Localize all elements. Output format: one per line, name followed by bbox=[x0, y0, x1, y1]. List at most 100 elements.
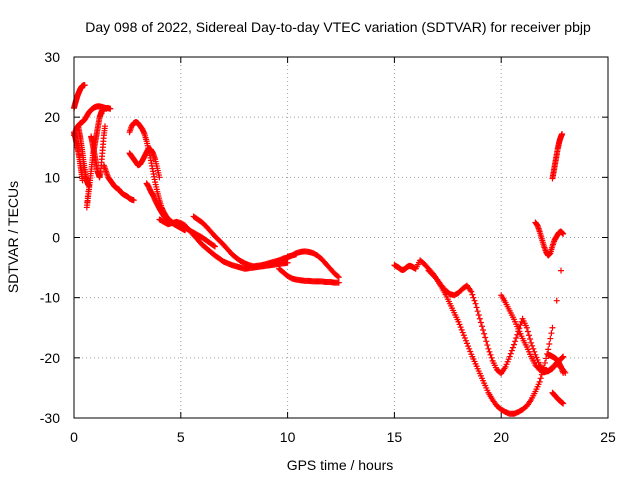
data-point bbox=[536, 378, 543, 385]
data-point-interp bbox=[527, 336, 534, 343]
data-point-interp bbox=[210, 242, 217, 249]
data-point bbox=[528, 339, 535, 346]
data-point bbox=[481, 330, 488, 337]
data-point-interp bbox=[525, 332, 532, 339]
data-point bbox=[560, 369, 567, 376]
data-point bbox=[472, 300, 479, 307]
data-point bbox=[485, 345, 492, 352]
data-point bbox=[549, 324, 556, 331]
x-tick-labels: 0 5 10 15 20 25 bbox=[70, 429, 616, 445]
data-point-interp bbox=[524, 328, 531, 335]
data-point-interp bbox=[466, 345, 473, 352]
data-point bbox=[455, 318, 462, 325]
data-point-interp bbox=[474, 308, 481, 315]
data-point-interp bbox=[541, 359, 548, 366]
data-point-interp bbox=[482, 334, 489, 341]
y-tick-label: -30 bbox=[40, 410, 60, 426]
data-point bbox=[476, 315, 483, 322]
data-point-interp bbox=[469, 291, 476, 298]
data-point-interp bbox=[470, 294, 477, 301]
data-point-interp bbox=[334, 273, 341, 280]
chart-title: Day 098 of 2022, Sidereal Day-to-day VTE… bbox=[85, 19, 591, 35]
data-point-interp bbox=[514, 331, 521, 338]
data-point-interp bbox=[465, 343, 472, 350]
data-point-interp bbox=[509, 344, 516, 351]
data-point bbox=[559, 131, 566, 138]
data-point-interp bbox=[457, 324, 464, 331]
data-point bbox=[553, 297, 560, 304]
data-point bbox=[464, 340, 471, 347]
data-point bbox=[511, 341, 518, 348]
data-point bbox=[79, 177, 86, 184]
data-point-interp bbox=[512, 338, 519, 345]
grid bbox=[74, 57, 608, 418]
y-tick-label: 30 bbox=[44, 49, 60, 65]
y-tick-label: -20 bbox=[40, 350, 60, 366]
data-point-interp bbox=[462, 337, 469, 344]
data-point-interp bbox=[507, 350, 514, 357]
y-axis-label: SDTVAR / TECUs bbox=[5, 181, 21, 293]
data-point-interp bbox=[486, 348, 493, 355]
y-tick-labels: -30 -20 -10 0 10 20 30 bbox=[40, 49, 60, 426]
y-tick-label: 10 bbox=[44, 169, 60, 185]
y-tick-label: 0 bbox=[52, 230, 60, 246]
data-point-interp bbox=[475, 311, 482, 318]
x-tick-label: 25 bbox=[600, 429, 616, 445]
data-point-interp bbox=[487, 351, 494, 358]
data-point bbox=[335, 274, 342, 281]
data-point-interp bbox=[433, 275, 440, 282]
data-point bbox=[558, 267, 565, 274]
data-point-interp bbox=[547, 335, 554, 342]
data-point-interp bbox=[513, 334, 520, 341]
y-tick-label: 20 bbox=[44, 109, 60, 125]
data-point-interp bbox=[458, 326, 465, 333]
data-point-interp bbox=[460, 332, 467, 339]
data-point bbox=[545, 346, 552, 353]
data-point-interp bbox=[483, 338, 490, 345]
data-point bbox=[506, 353, 513, 360]
x-tick-label: 15 bbox=[387, 429, 403, 445]
data-point bbox=[335, 279, 342, 286]
data-point bbox=[459, 329, 466, 336]
data-point-interp bbox=[543, 355, 550, 362]
data-point-interp bbox=[471, 297, 478, 304]
data-point-interp bbox=[546, 340, 553, 347]
data-point bbox=[81, 82, 88, 89]
x-tick-label: 10 bbox=[280, 429, 296, 445]
data-point bbox=[468, 288, 475, 295]
data-point bbox=[560, 230, 567, 237]
data-point-interp bbox=[517, 322, 524, 329]
data-point bbox=[560, 353, 567, 360]
data-point bbox=[100, 108, 107, 115]
data-point bbox=[523, 324, 530, 331]
data-point-interp bbox=[529, 342, 536, 349]
x-axis-label: GPS time / hours bbox=[287, 457, 394, 473]
data-point-interp bbox=[548, 330, 555, 337]
data-point-interp bbox=[537, 375, 544, 382]
y-tick-label: -10 bbox=[40, 290, 60, 306]
data-point bbox=[156, 174, 163, 181]
x-tick-label: 20 bbox=[493, 429, 509, 445]
plot-frame bbox=[73, 56, 609, 419]
data-point bbox=[211, 243, 218, 250]
data-point bbox=[101, 123, 108, 130]
data-point-interp bbox=[461, 334, 468, 341]
data-point-interp bbox=[508, 347, 515, 354]
data-point bbox=[560, 400, 567, 407]
data-point-interp bbox=[484, 342, 491, 349]
data-point-interp bbox=[480, 327, 487, 334]
data-point bbox=[107, 105, 114, 112]
x-tick-label: 0 bbox=[70, 429, 78, 445]
data-point-interp bbox=[456, 321, 463, 328]
x-tick-label: 5 bbox=[177, 429, 185, 445]
data-point bbox=[284, 259, 291, 266]
data-point-interp bbox=[473, 304, 480, 311]
data-point-interp bbox=[530, 345, 537, 352]
data-point-interp bbox=[478, 323, 485, 330]
data-point-interp bbox=[531, 348, 538, 355]
data-point bbox=[130, 197, 137, 204]
data-point-interp bbox=[488, 354, 495, 361]
data-point-interp bbox=[467, 348, 474, 355]
data-point-interp bbox=[477, 319, 484, 326]
